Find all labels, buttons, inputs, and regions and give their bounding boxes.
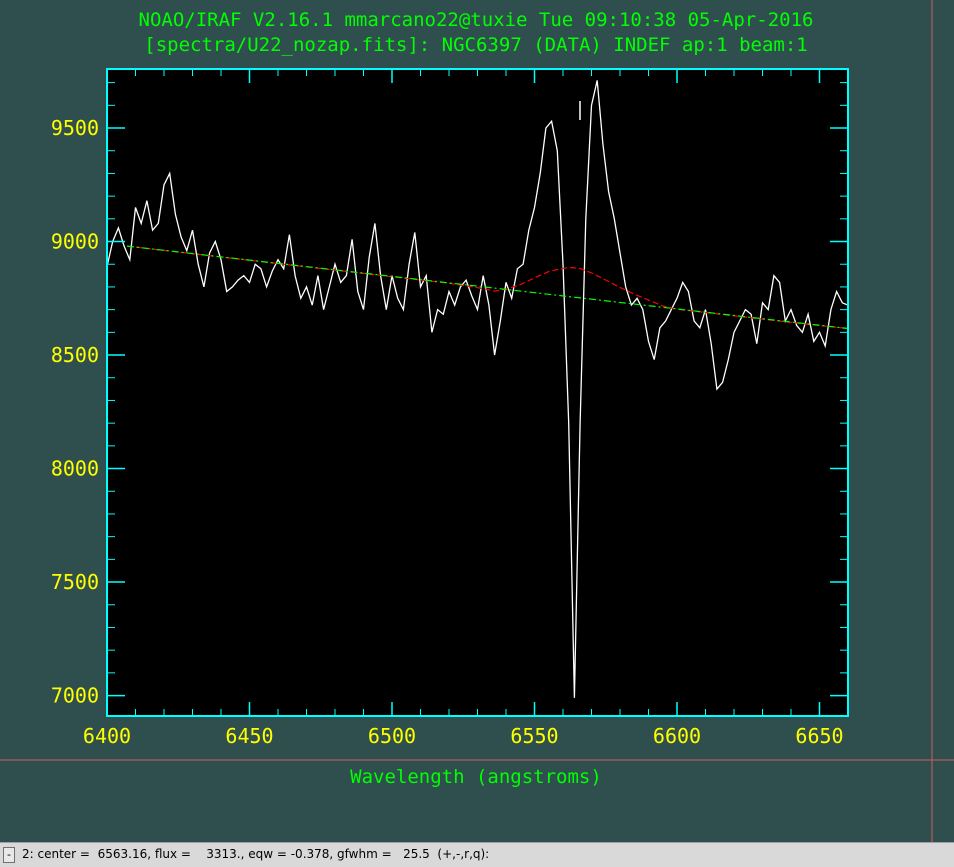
y-tick-label: 8500 [51,343,99,367]
x-tick-label: 6450 [225,724,273,748]
y-tick-label: 7000 [51,684,99,708]
status-readout: 2: center = 6563.16, flux = 3313., eqw =… [22,847,490,861]
status-menu-button[interactable]: - [3,847,15,863]
status-bar: - 2: center = 6563.16, flux = 3313., eqw… [0,842,954,867]
y-tick-labels: 7000 7500 8000 8500 9000 9500 [51,116,99,708]
x-tick-label: 6600 [653,724,701,748]
series-2-line [126,245,849,330]
x-axis-label: Wavelength (angstroms) [350,766,602,788]
spectrum-plot-canvas[interactable]: NOAO/IRAF V2.16.1 mmarcano22@tuxie Tue 0… [0,0,954,842]
plot-subtitle: [spectra/U22_nozap.fits]: NGC6397 (DATA)… [144,34,807,56]
series-layer [106,80,849,698]
x-tick-label: 6550 [510,724,558,748]
x-tick-label: 6400 [83,724,131,748]
plot-area [107,69,848,716]
y-tick-label: 7500 [51,570,99,594]
x-tick-labels: 6400 6450 6500 6550 6600 6650 [83,724,844,748]
series-0-line [106,80,849,698]
x-tick-label: 6650 [795,724,843,748]
series-1-line [126,245,849,330]
plot-title: NOAO/IRAF V2.16.1 mmarcano22@tuxie Tue 0… [139,9,814,31]
y-tick-label: 9000 [51,230,99,254]
y-tick-label: 9500 [51,116,99,140]
y-tick-label: 8000 [51,457,99,481]
axis-ticks [106,69,848,716]
x-tick-label: 6500 [368,724,416,748]
